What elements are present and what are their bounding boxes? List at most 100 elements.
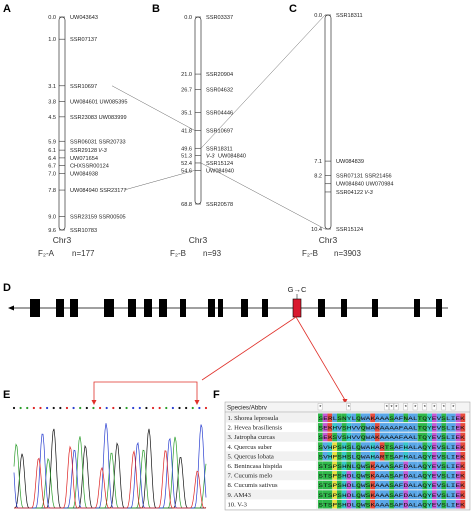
residue-cell xyxy=(455,471,461,480)
residue-cell xyxy=(379,432,385,442)
exon-block xyxy=(128,299,136,317)
residue-cell xyxy=(432,451,437,461)
marker-label: UW084601 UW085395 xyxy=(70,99,128,105)
residue-cell xyxy=(451,413,456,423)
residue-cell xyxy=(322,413,328,423)
residue-cell xyxy=(337,490,342,499)
residue-cell xyxy=(403,471,409,480)
residue-cell xyxy=(346,490,352,499)
residue-cell xyxy=(365,461,371,471)
conservation-box xyxy=(422,403,427,411)
residue-cell xyxy=(427,490,432,499)
residue-cell xyxy=(394,461,399,471)
residue-cell xyxy=(332,413,337,423)
residue-cell xyxy=(460,423,466,432)
residue-cell xyxy=(413,480,418,490)
residue-cell xyxy=(460,480,466,490)
residue-cell xyxy=(422,471,428,480)
panel-label-e: E xyxy=(3,389,10,401)
residue-cell xyxy=(318,480,323,490)
residue-cell xyxy=(389,413,394,423)
residue-cell xyxy=(318,461,323,471)
base-call-dot xyxy=(138,406,141,410)
residue-cell xyxy=(394,442,399,451)
panel-label-a: A xyxy=(3,3,11,15)
residue-cell xyxy=(417,423,423,432)
base-call-dot xyxy=(72,406,75,410)
residue-cell xyxy=(403,490,409,499)
aligned-sequence: SERLSNYLQWAKAAASAFNALTQYEVSLIEK xyxy=(318,415,465,422)
exon-block xyxy=(30,299,40,317)
residue-cell xyxy=(365,471,371,480)
marker-label: SSR23159 SSR00505 xyxy=(70,215,126,221)
residue-cell xyxy=(341,499,347,509)
marker-position: 54.6 xyxy=(181,168,192,174)
exon-block xyxy=(159,299,167,317)
residue-cell xyxy=(413,423,418,432)
residue-cell xyxy=(403,413,409,423)
residue-cell xyxy=(389,451,394,461)
marker-label: SSR03337 xyxy=(206,15,233,21)
residue-cell xyxy=(389,480,394,490)
residue-cell xyxy=(389,490,394,499)
base-call-dot xyxy=(171,406,174,410)
map-b-n: n=93 xyxy=(203,249,222,258)
conservation-box xyxy=(389,403,394,411)
conservation-star: * xyxy=(433,404,436,411)
residue-cell xyxy=(337,499,342,509)
marker-label: UW043643 xyxy=(70,15,98,21)
residue-cell xyxy=(403,451,409,461)
residue-cell xyxy=(422,451,428,461)
residue-cell xyxy=(356,442,361,451)
residue-cell xyxy=(346,432,352,442)
residue-cell xyxy=(403,442,409,451)
map-c-n: n=3903 xyxy=(334,249,361,258)
base-call-dot xyxy=(165,406,168,410)
residue-cell xyxy=(346,413,352,423)
residue-cell xyxy=(408,423,413,432)
residue-cell xyxy=(379,413,385,423)
residue-cell xyxy=(394,480,399,490)
marker-label: UW084938 xyxy=(70,171,98,177)
residue-cell xyxy=(436,432,442,442)
residue-cell xyxy=(337,423,342,432)
residue-cell xyxy=(398,461,404,471)
residue-cell xyxy=(327,480,333,490)
residue-cell xyxy=(427,432,432,442)
residue-cell xyxy=(322,480,328,490)
residue-cell xyxy=(322,471,328,480)
marker-label: SSR10697 xyxy=(206,129,233,135)
residue-cell xyxy=(341,423,347,432)
alignment-name-cell xyxy=(226,413,316,423)
residue-cell xyxy=(460,471,466,480)
residue-cell xyxy=(379,480,385,490)
residue-cell xyxy=(322,461,328,471)
marker-label: CHXSSR00124 xyxy=(70,164,109,170)
residue-cell xyxy=(460,432,466,442)
base-call-dot xyxy=(185,406,188,410)
residue-cell xyxy=(451,451,456,461)
map-a-population: F₂-A xyxy=(38,249,55,258)
residue-cell xyxy=(441,423,447,432)
base-call-dot xyxy=(52,406,55,410)
aligned-sequence: SEKHVSHVVQWAKAAAAFAALTQYEVSLIEK xyxy=(318,425,465,432)
conservation-box xyxy=(317,403,323,411)
residue-cell xyxy=(413,461,418,471)
marker-label: UW071654 xyxy=(70,156,98,162)
residue-cell xyxy=(318,413,323,423)
residue-cell xyxy=(370,442,375,451)
residue-cell xyxy=(379,461,385,471)
exon-block xyxy=(241,299,248,317)
residue-cell xyxy=(318,442,323,451)
residue-cell xyxy=(455,432,461,442)
residue-cell xyxy=(436,461,442,471)
marker-label: SSR04446 xyxy=(206,110,233,116)
residue-cell xyxy=(427,480,432,490)
residue-cell xyxy=(417,499,423,509)
conservation-star: * xyxy=(404,404,407,411)
base-call-dot xyxy=(65,406,69,410)
base-call-dot xyxy=(158,406,161,410)
residue-cell xyxy=(337,432,342,442)
conservation-box xyxy=(384,403,389,411)
residue-cell xyxy=(341,442,347,451)
